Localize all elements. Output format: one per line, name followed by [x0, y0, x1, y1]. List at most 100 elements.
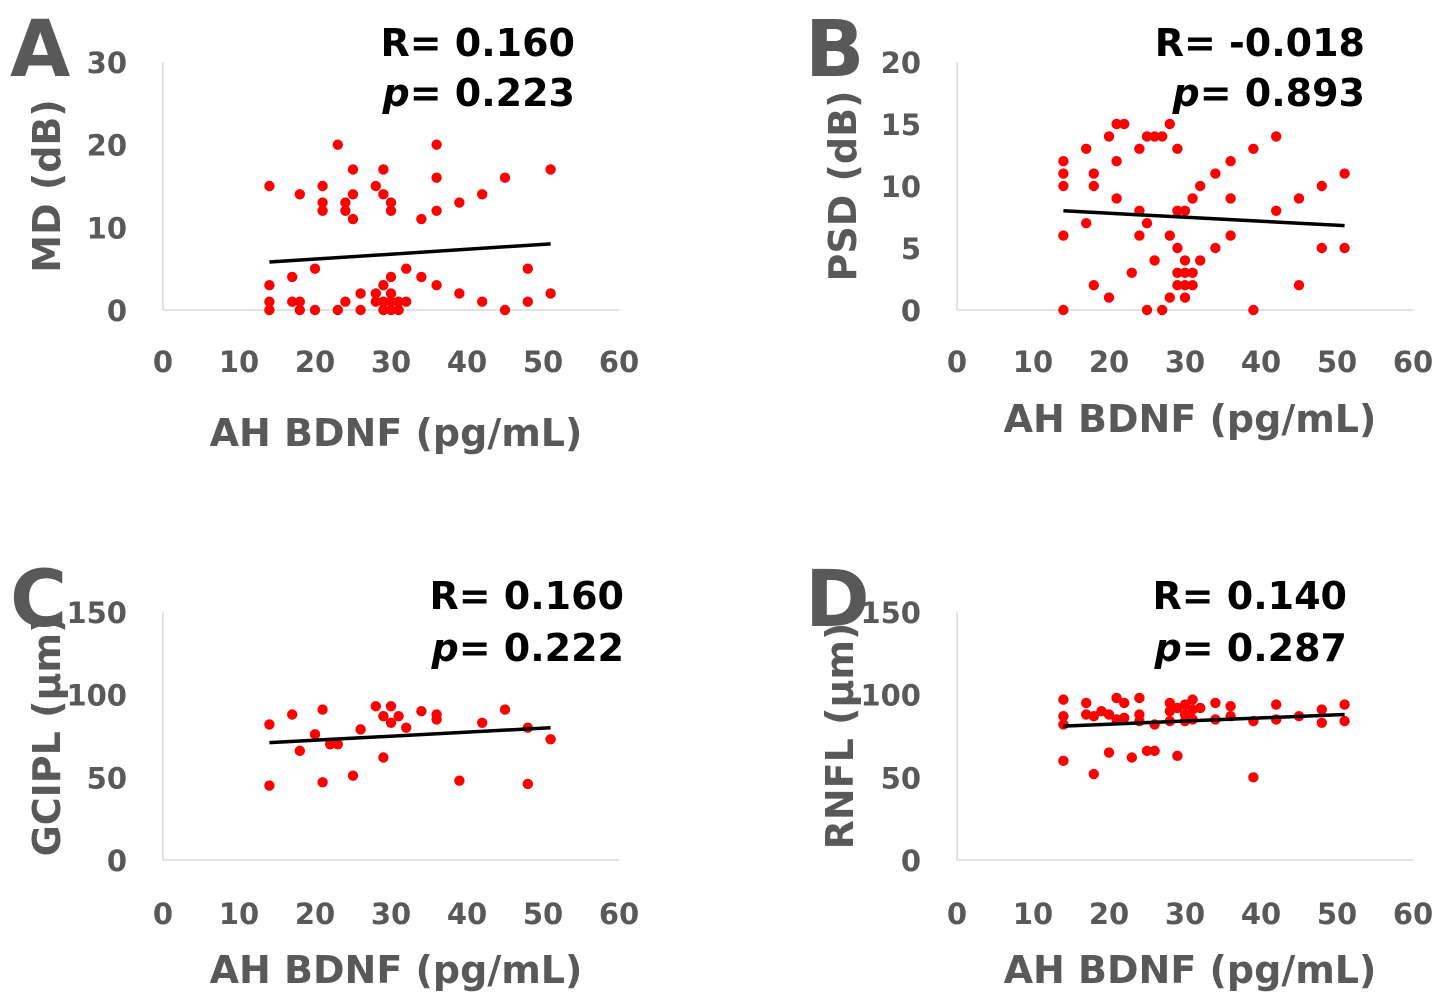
- data-point: [264, 280, 275, 291]
- data-point: [1172, 143, 1183, 154]
- p-symbol: p: [382, 71, 410, 115]
- data-point: [1058, 180, 1069, 192]
- data-point: [1179, 699, 1191, 710]
- data-point: [522, 296, 533, 307]
- data-point: [1134, 143, 1145, 154]
- data-point: [477, 296, 488, 307]
- data-point: [1088, 168, 1100, 179]
- y-tick-label: 0: [901, 294, 921, 328]
- data-point: [385, 271, 397, 283]
- y-tick-label: 50: [87, 761, 127, 795]
- data-point: [1339, 242, 1350, 254]
- data-point: [1271, 131, 1282, 142]
- data-point: [347, 189, 359, 200]
- data-point: [545, 164, 556, 175]
- data-point: [1058, 710, 1069, 722]
- data-point: [1058, 304, 1069, 316]
- y-tick-label: 100: [66, 679, 127, 713]
- x-tick-label: 20: [295, 345, 335, 379]
- data-point: [416, 213, 427, 225]
- data-point: [393, 710, 404, 722]
- data-point: [1179, 280, 1191, 291]
- data-point: [378, 296, 389, 307]
- x-tick-label: 20: [1089, 345, 1129, 379]
- data-point: [431, 172, 442, 183]
- data-point: [431, 714, 442, 725]
- data-point: [370, 288, 381, 299]
- p-value: = 0.893: [1200, 71, 1365, 115]
- data-point: [1141, 218, 1153, 229]
- y-tick-label: 20: [881, 46, 921, 80]
- data-point: [1225, 156, 1236, 167]
- data-point: [385, 304, 397, 316]
- panel-c: C 0 50 100 150 0 10 20 30 40 50 60 AH BDNF (pg/mL) GC…: [10, 555, 639, 992]
- data-point: [317, 704, 328, 715]
- x-tick-label: 30: [371, 345, 411, 379]
- p-value-label: p= 0.287: [1154, 626, 1347, 670]
- x-tick-label: 0: [153, 345, 173, 379]
- r-value-label: R= 0.140: [1152, 574, 1347, 618]
- data-point: [294, 304, 305, 316]
- data-point: [1058, 168, 1069, 179]
- data-point: [1088, 768, 1100, 780]
- data-point: [264, 180, 275, 192]
- x-tick-label: 30: [1165, 897, 1205, 931]
- panel-letter: C: [10, 555, 67, 645]
- data-point: [287, 271, 298, 283]
- data-point: [1172, 750, 1183, 762]
- data-point: [309, 263, 321, 274]
- x-tick-label: 30: [371, 897, 411, 931]
- x-tick-label: 60: [1393, 345, 1433, 379]
- data-point: [1088, 280, 1100, 291]
- x-tick-label: 10: [219, 345, 259, 379]
- data-point: [1058, 755, 1069, 766]
- data-point: [477, 189, 488, 200]
- data-point: [1164, 697, 1176, 709]
- data-point: [385, 701, 397, 712]
- data-point: [378, 189, 389, 200]
- data-point: [1179, 292, 1191, 303]
- data-point: [1126, 267, 1138, 278]
- data-point: [1225, 701, 1236, 712]
- data-point: [1172, 205, 1183, 216]
- y-tick-label: 0: [107, 294, 127, 328]
- data-point: [1172, 267, 1183, 278]
- data-point: [347, 213, 359, 225]
- data-point: [287, 709, 298, 720]
- data-point: [340, 205, 351, 216]
- data-point: [1111, 193, 1122, 204]
- data-point: [1081, 218, 1092, 229]
- y-axis-title: RNFL (μm): [818, 623, 862, 850]
- data-point: [401, 296, 412, 307]
- data-point: [431, 280, 442, 291]
- data-point: [1179, 267, 1191, 278]
- data-point: [294, 745, 305, 757]
- x-tick-label: 50: [523, 345, 563, 379]
- data-point: [317, 205, 328, 216]
- data-point: [370, 701, 381, 712]
- y-tick-label: 150: [66, 596, 127, 630]
- data-point: [1195, 255, 1206, 266]
- data-point: [370, 180, 381, 192]
- data-point: [294, 296, 305, 307]
- data-point: [317, 180, 328, 192]
- data-point: [294, 189, 305, 200]
- data-point: [1088, 180, 1100, 192]
- data-point: [1141, 745, 1153, 757]
- data-point: [1149, 255, 1160, 266]
- x-tick-label: 30: [1165, 345, 1205, 379]
- data-point: [378, 710, 389, 722]
- data-point: [385, 205, 397, 216]
- data-point: [355, 304, 366, 316]
- x-tick-label: 60: [599, 897, 639, 931]
- data-point: [264, 304, 275, 316]
- x-tick-label: 20: [295, 897, 335, 931]
- x-tick-label: 40: [447, 345, 487, 379]
- data-point: [1111, 156, 1122, 167]
- x-tick-label: 50: [1317, 897, 1357, 931]
- x-tick-label: 10: [219, 897, 259, 931]
- data-point: [385, 288, 397, 299]
- y-axis-title: MD (dB): [25, 99, 69, 273]
- data-point: [1058, 230, 1069, 241]
